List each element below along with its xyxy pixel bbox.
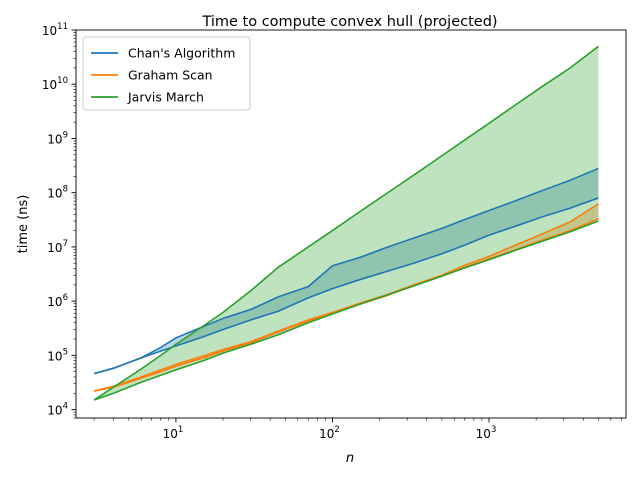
series-lower-line-2 [93,220,599,401]
plot-frame [75,29,627,419]
y-axis-label: time (ns) [16,195,31,254]
series-lower-line-0 [93,197,599,375]
series-upper-line-2 [93,45,599,401]
legend: Chan's Algorithm Graham Scan Jarvis March [82,36,251,111]
chart-title: Time to compute convex hull (projected) [201,14,497,30]
x-axis-label: n [346,451,354,466]
legend-label-0: Chan's Algorithm [128,46,235,61]
plot-area [93,45,599,401]
legend-box [82,36,251,111]
series-upper-line-0 [93,167,599,375]
legend-label-1: Graham Scan [128,68,213,83]
legend-label-2: Jarvis March [127,90,204,105]
series-band-0 [94,168,599,374]
